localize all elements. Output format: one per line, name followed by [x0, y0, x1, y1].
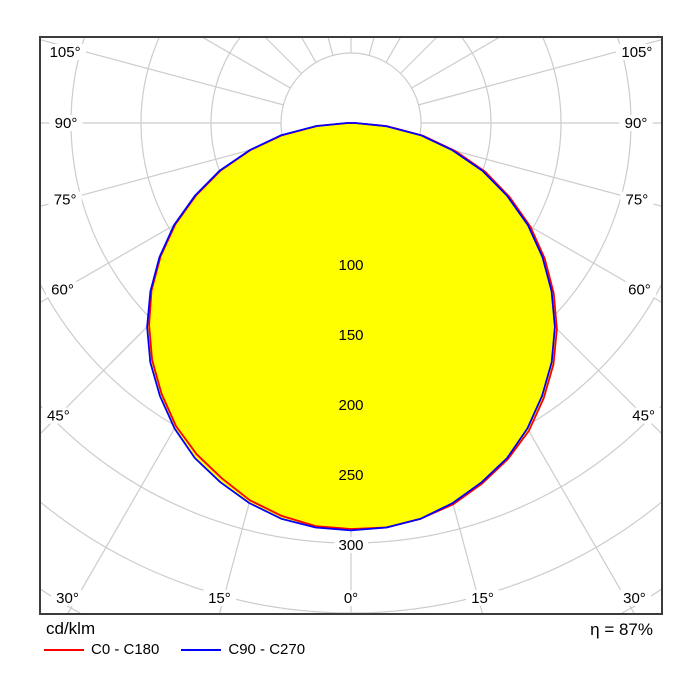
intensity-curves: [146, 122, 558, 532]
legend-item-c90-c270: C90 - C270: [181, 641, 305, 658]
svg-text:0°: 0°: [344, 590, 358, 607]
plot-border: [39, 36, 663, 615]
svg-text:45°: 45°: [632, 408, 655, 425]
svg-text:45°: 45°: [47, 408, 70, 425]
c0-c180-line-swatch: [44, 648, 84, 651]
legend: C0 - C180 C90 - C270: [44, 641, 305, 658]
legend-item-c0-c180: C0 - C180: [44, 641, 159, 658]
curve-c90-c270: [146, 122, 556, 532]
svg-text:200: 200: [338, 397, 363, 414]
svg-text:15°: 15°: [471, 590, 494, 607]
polar-plot-svg: 100 150 200 250 300 0° 15° 15° 30° 30° 45° 45° 60° 60…: [39, 36, 663, 615]
svg-text:15°: 15°: [208, 590, 231, 607]
svg-text:75°: 75°: [54, 192, 77, 209]
svg-text:60°: 60°: [628, 282, 651, 299]
svg-text:60°: 60°: [51, 282, 74, 299]
svg-text:90°: 90°: [625, 115, 648, 132]
polar-chart: 100 150 200 250 300 0° 15° 15° 30° 30° 45° 45° 60° 60…: [39, 36, 663, 615]
c90-c270-line-swatch: [181, 648, 222, 651]
svg-text:30°: 30°: [56, 590, 79, 607]
svg-text:90°: 90°: [55, 115, 78, 132]
efficiency-label: η = 87%: [590, 620, 653, 639]
svg-text:30°: 30°: [623, 590, 646, 607]
svg-text:105°: 105°: [50, 44, 81, 61]
legend-label-c90-c270: C90 - C270: [228, 641, 306, 658]
svg-text:75°: 75°: [626, 192, 649, 209]
svg-text:100: 100: [338, 257, 363, 274]
unit-label: cd/klm: [46, 619, 96, 638]
svg-text:300: 300: [338, 537, 363, 554]
legend-label-c0-c180: C0 - C180: [91, 641, 160, 658]
angle-tick-labels: 0° 15° 15° 30° 30° 45° 45° 60° 60° 75° 75° 90° 90° 10…: [41, 44, 661, 607]
radial-tick-labels: 100 150 200 250 300: [334, 257, 368, 554]
svg-text:150: 150: [338, 327, 363, 344]
svg-text:250: 250: [338, 467, 363, 484]
svg-text:105°: 105°: [621, 44, 652, 61]
